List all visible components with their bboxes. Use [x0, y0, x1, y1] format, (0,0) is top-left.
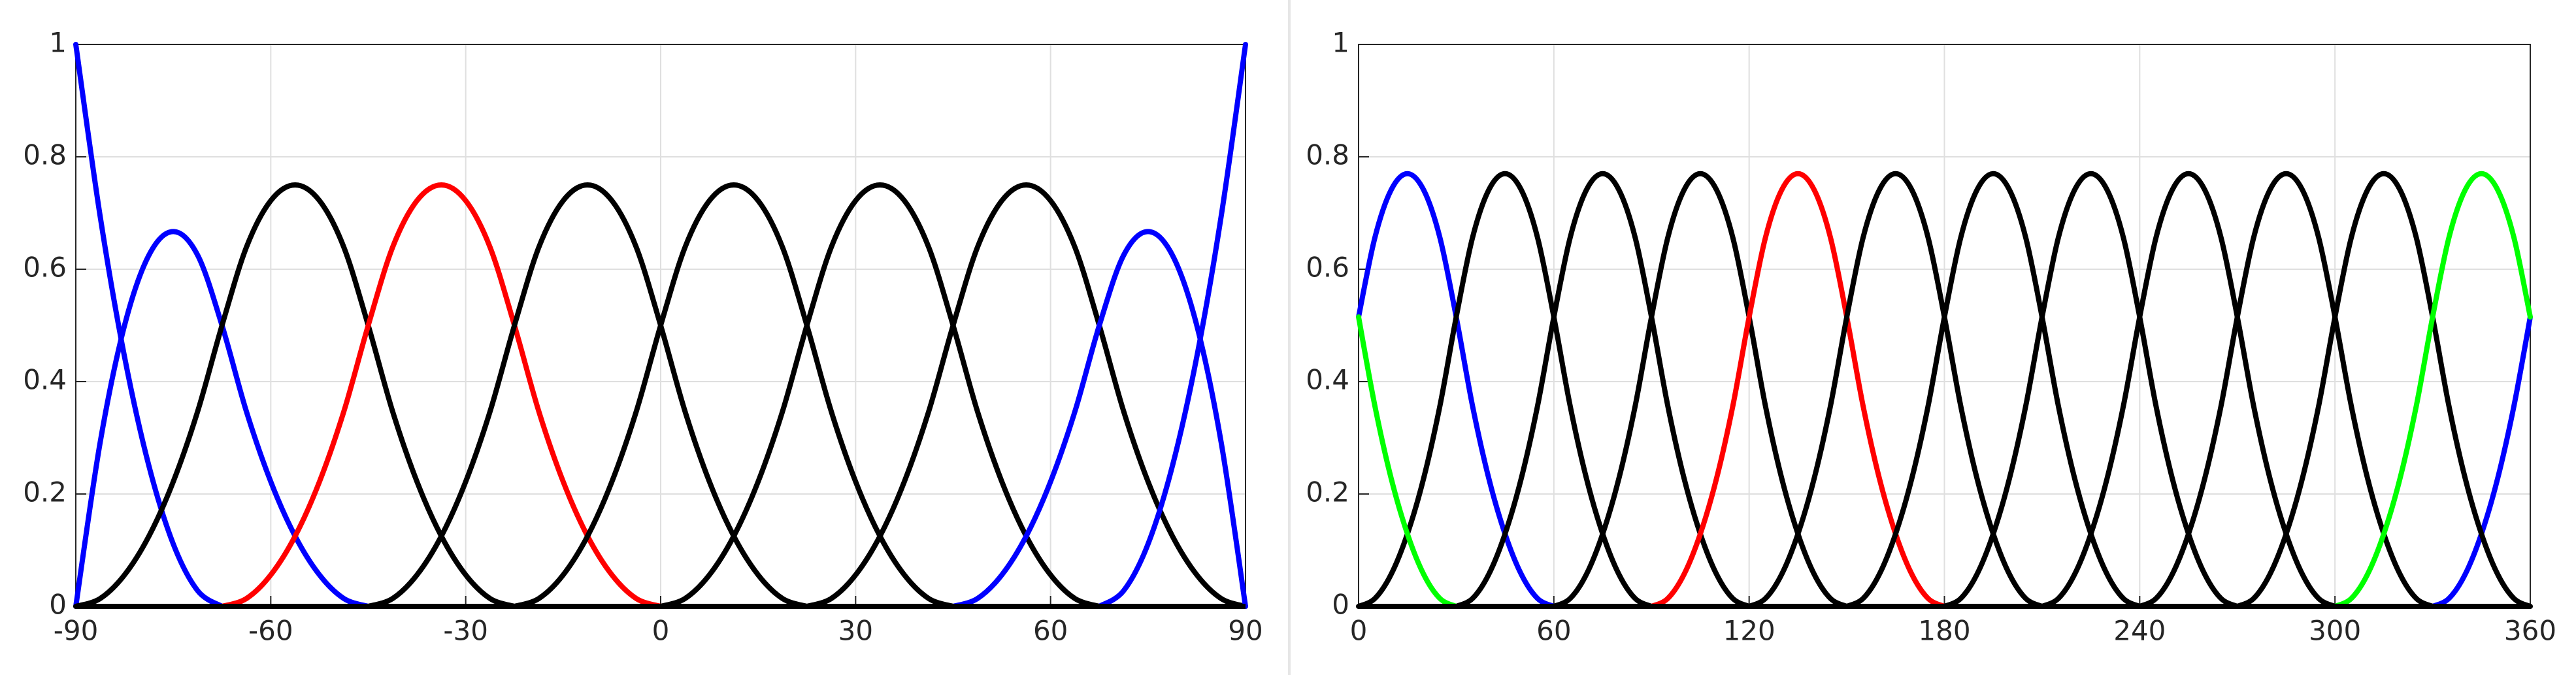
x-tick-label: -30 [443, 615, 488, 647]
x-tick-label: 60 [1033, 615, 1068, 647]
x-tick-label: 90 [1228, 615, 1263, 647]
curve [1453, 171, 1752, 609]
curve [1941, 171, 2240, 609]
curve [1097, 42, 1248, 609]
curve [73, 229, 371, 609]
curve [73, 182, 518, 609]
y-tick-label: 0.6 [1306, 252, 1349, 284]
curve [73, 42, 225, 609]
curve [804, 182, 1248, 609]
curve [1356, 171, 2533, 609]
y-tick-label: 0.2 [1306, 476, 1349, 508]
curve [1844, 171, 2143, 609]
x-tick-label: 300 [2309, 615, 2361, 647]
y-tick-label: 1 [49, 27, 67, 59]
x-tick-label: 0 [1350, 615, 1368, 647]
curve [512, 182, 956, 609]
curve [1356, 171, 1655, 609]
x-tick-label: 360 [2504, 615, 2556, 647]
x-tick-label: 0 [652, 615, 670, 647]
x-tick-label: 120 [1723, 615, 1775, 647]
y-tick-label: 0.4 [23, 364, 67, 396]
curve [2039, 171, 2338, 609]
curve [365, 182, 810, 609]
curve [1551, 171, 1850, 609]
curve [2234, 171, 2533, 609]
y-tick-label: 0.6 [23, 252, 67, 284]
curve [658, 182, 1102, 609]
x-tick-label: 60 [1536, 615, 1571, 647]
y-tick-label: 0.8 [23, 139, 67, 171]
x-tick-label: -60 [248, 615, 293, 647]
y-tick-label: 0 [1332, 589, 1349, 621]
curve [1746, 171, 2045, 609]
curve [1649, 171, 1947, 609]
x-tick-label: 30 [838, 615, 873, 647]
y-tick-label: 0.2 [23, 476, 67, 508]
x-tick-label: 240 [2113, 615, 2166, 647]
y-tick-label: 0 [49, 589, 67, 621]
x-tick-label: 180 [1918, 615, 1970, 647]
x-tick-label: -90 [54, 615, 99, 647]
y-tick-label: 0.4 [1306, 364, 1349, 396]
curve [219, 182, 663, 609]
curve [950, 229, 1248, 609]
y-tick-label: 0.8 [1306, 139, 1349, 171]
curve [2137, 171, 2436, 609]
y-tick-label: 1 [1332, 27, 1349, 59]
